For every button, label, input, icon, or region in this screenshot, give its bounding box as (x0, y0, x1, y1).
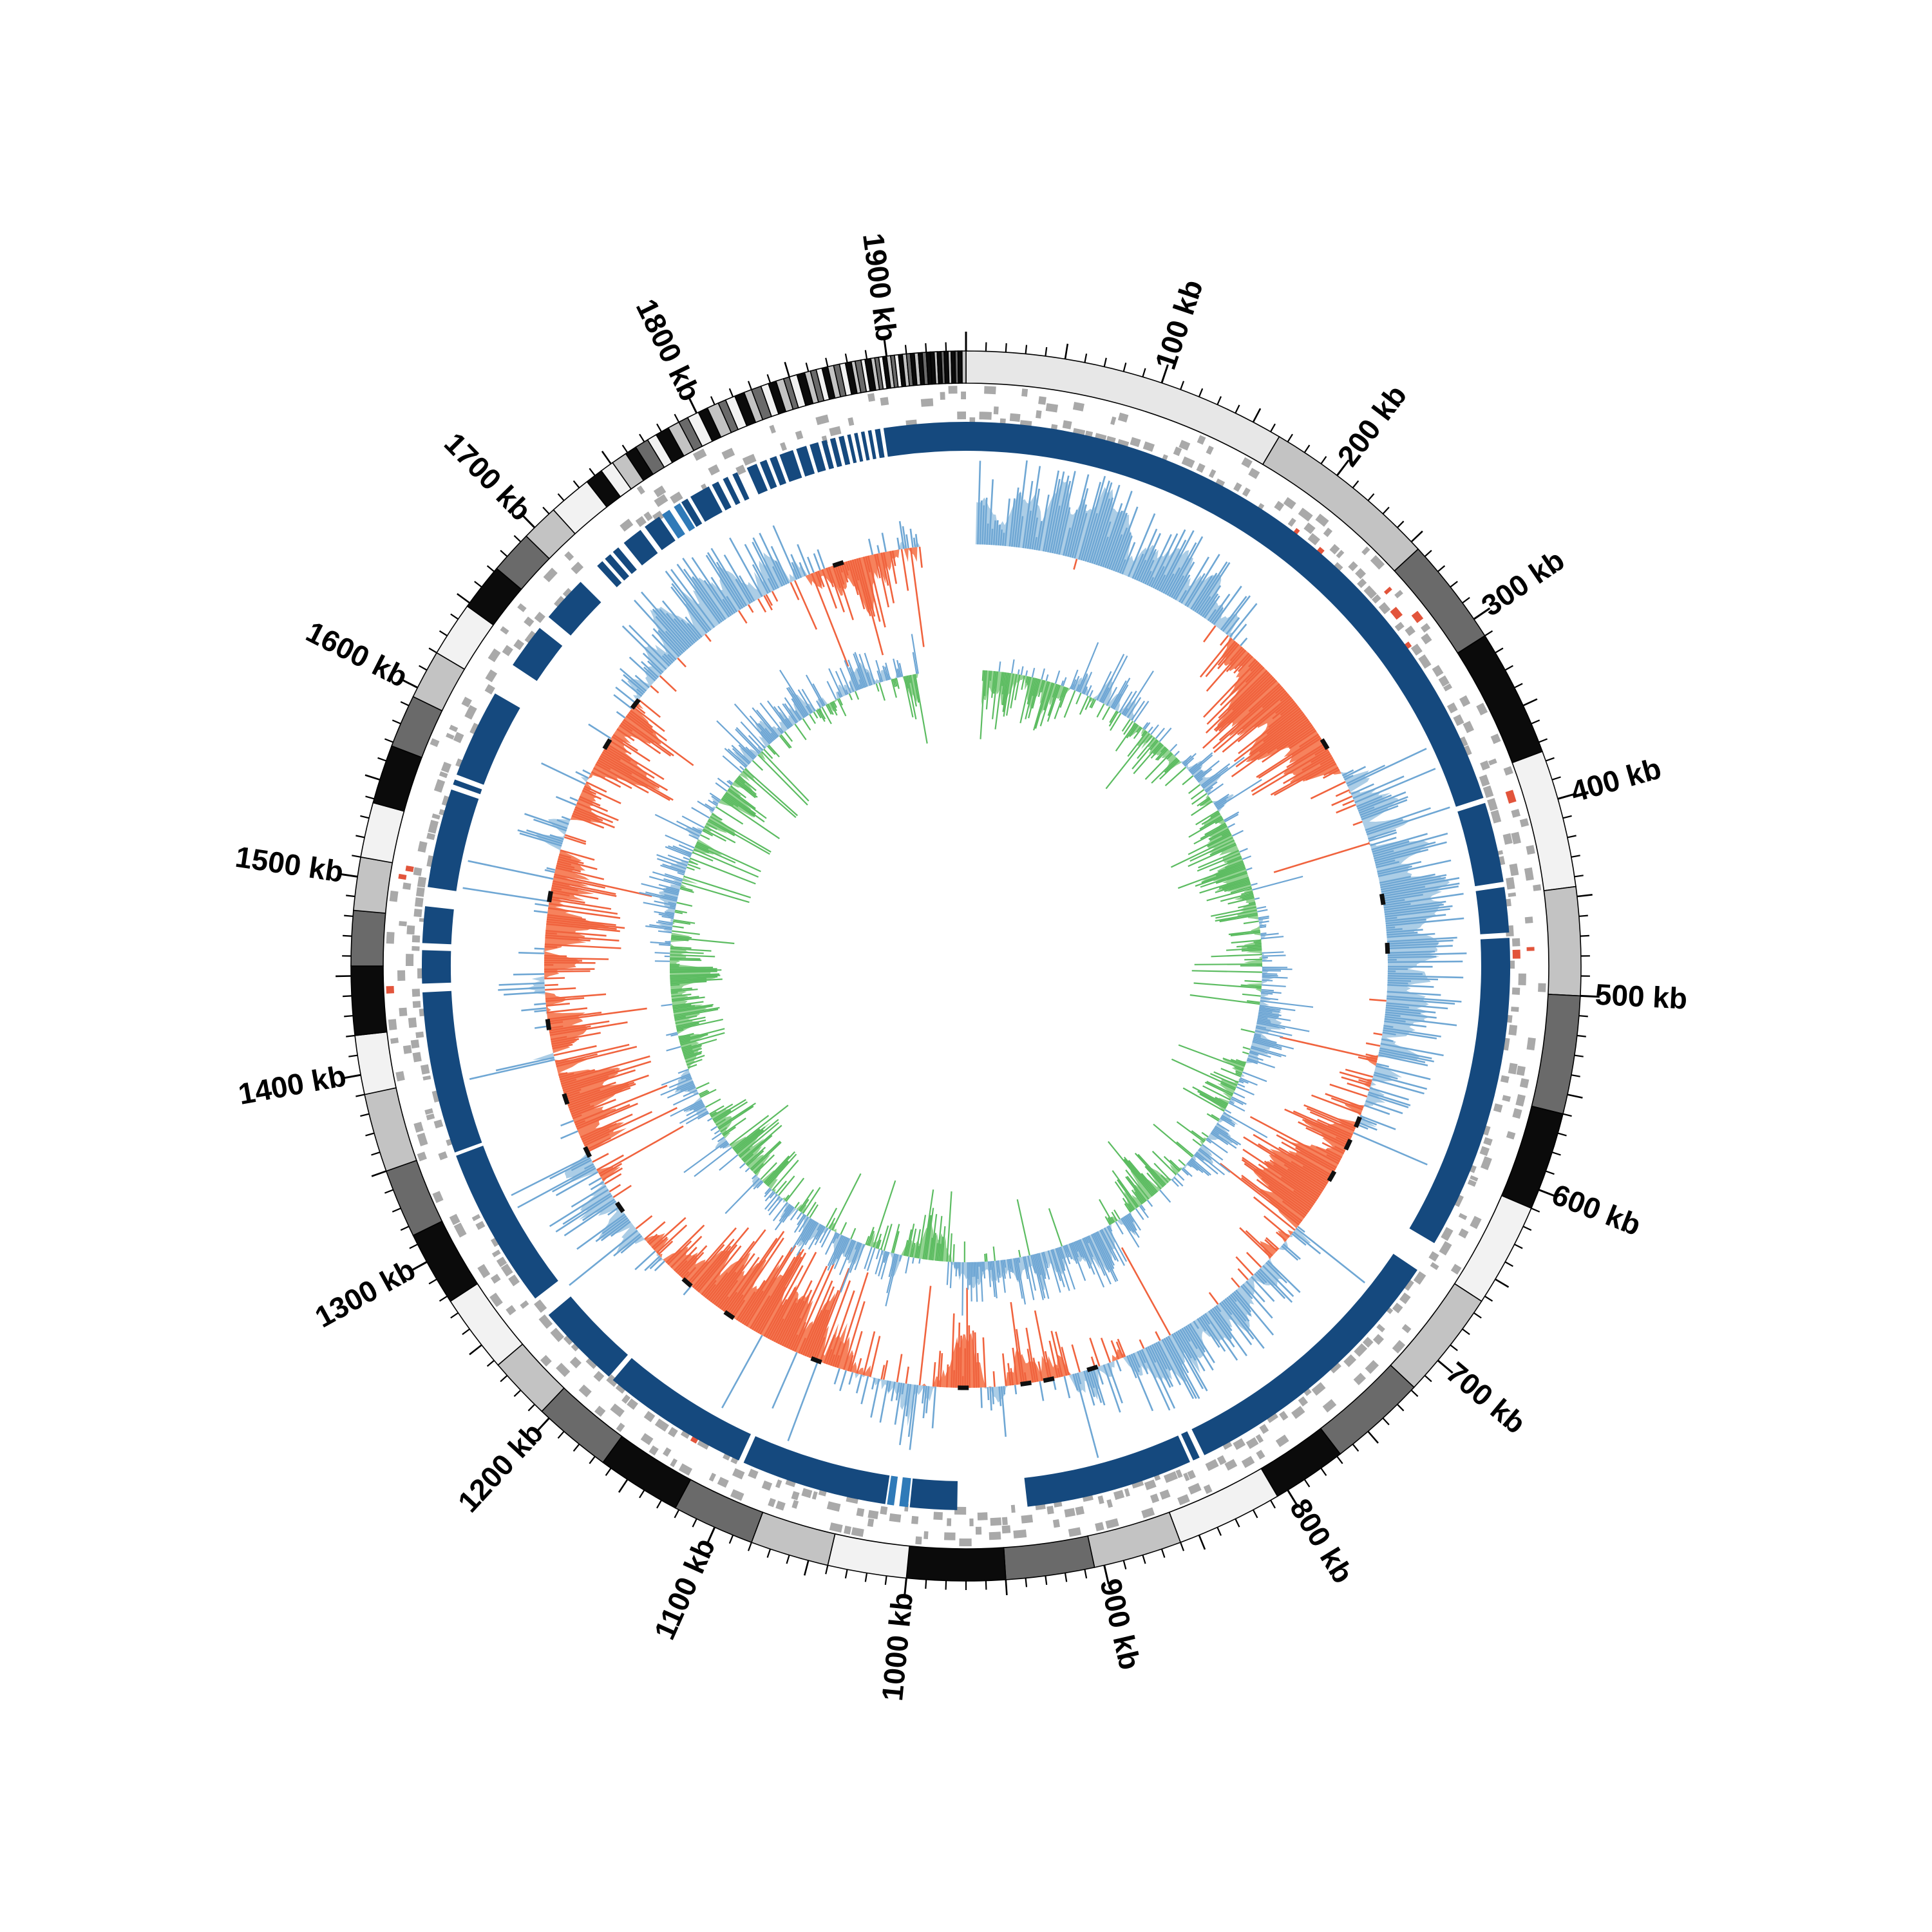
tick-label: 400 kb (1567, 751, 1665, 808)
tick-label: 1800 kb (630, 294, 708, 406)
assembly-ring (422, 422, 1511, 1510)
tick-label: 700 kb (1440, 1355, 1532, 1440)
gc-content-histogram (462, 460, 1467, 1458)
tick-label: 1000 kb (875, 1591, 919, 1702)
gc-skew-histogram (639, 634, 1314, 1316)
tick-label: 1400 kb (236, 1059, 348, 1111)
tick-label: 600 kb (1548, 1177, 1645, 1242)
tick-label: 100 kb (1148, 276, 1209, 374)
tick-label: 200 kb (1331, 379, 1413, 473)
gene-tile-track-outer (386, 386, 1546, 1547)
tick-label: 300 kb (1475, 543, 1571, 623)
baseline-marks (545, 560, 1390, 1390)
gene-tile-track-inner (405, 406, 1526, 1526)
tick-label: 1200 kb (451, 1416, 550, 1519)
tick-label: 1600 kb (301, 614, 413, 694)
tick-label: 500 kb (1595, 978, 1689, 1016)
tick-label: 800 kb (1283, 1493, 1360, 1589)
tick-ring: 100 kb 200 kb 300 kb 400 kb 500 kb 600 kb 700 … (233, 231, 1688, 1703)
tick-label: 1100 kb (647, 1533, 721, 1644)
tick-label: 1300 kb (309, 1252, 421, 1334)
ideogram-ring (350, 350, 1582, 1582)
tick-label: 1900 kb (857, 231, 904, 343)
tick-label: 1500 kb (233, 840, 346, 889)
tick-label: 1700 kb (438, 426, 538, 527)
tick-label: 900 kb (1094, 1575, 1147, 1672)
